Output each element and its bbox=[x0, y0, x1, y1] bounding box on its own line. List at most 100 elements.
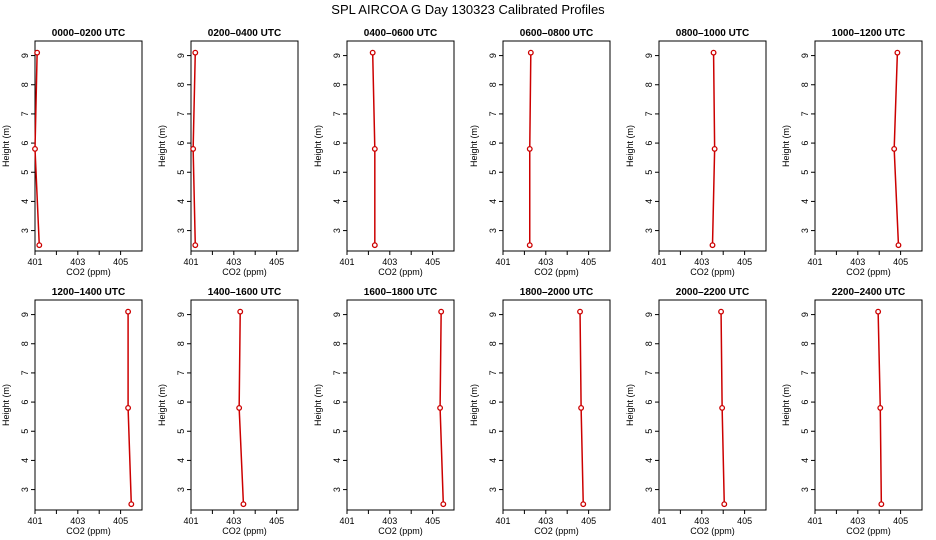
y-tick-label: 8 bbox=[20, 82, 30, 87]
x-tick-label: 403 bbox=[226, 257, 241, 267]
profile-panel: 2000–2200 UTC 401 403 405 3 4 5 6 7 8 9 CO2 (ppm) He… bbox=[625, 287, 767, 536]
x-axis-label: CO2 (ppm) bbox=[66, 526, 111, 536]
x-tick-label: 403 bbox=[694, 257, 709, 267]
x-tick-label: 405 bbox=[269, 257, 284, 267]
y-tick-label: 9 bbox=[644, 312, 654, 317]
x-tick-label: 401 bbox=[183, 257, 198, 267]
data-point bbox=[438, 308, 445, 315]
x-axis-label: CO2 (ppm) bbox=[534, 267, 579, 277]
y-tick-label: 4 bbox=[800, 199, 810, 204]
y-tick-label: 5 bbox=[800, 429, 810, 434]
x-tick-label: 405 bbox=[737, 516, 752, 526]
y-tick-label: 5 bbox=[800, 170, 810, 175]
y-tick-label: 4 bbox=[20, 458, 30, 463]
y-tick-label: 3 bbox=[176, 487, 186, 492]
plot-frame bbox=[502, 40, 611, 252]
x-tick-label: 401 bbox=[27, 516, 42, 526]
y-tick-label: 8 bbox=[332, 82, 342, 87]
profile-panel: 1800–2000 UTC 401 403 405 3 4 5 6 7 8 9 CO2 (ppm) He… bbox=[469, 287, 611, 536]
y-tick-label: 7 bbox=[176, 111, 186, 116]
x-axis-label: CO2 (ppm) bbox=[222, 526, 267, 536]
panel-title: 2000–2200 UTC bbox=[676, 287, 749, 298]
plot-frame bbox=[190, 40, 299, 252]
y-tick-label: 5 bbox=[332, 429, 342, 434]
y-tick-label: 5 bbox=[488, 170, 498, 175]
y-tick-label: 5 bbox=[332, 170, 342, 175]
data-point bbox=[526, 145, 533, 152]
y-axis-label: Height (m) bbox=[157, 384, 167, 426]
y-tick-label: 7 bbox=[488, 111, 498, 116]
x-axis-label: CO2 (ppm) bbox=[690, 267, 735, 277]
y-tick-label: 6 bbox=[644, 141, 654, 146]
x-tick-label: 403 bbox=[70, 516, 85, 526]
x-tick-label: 401 bbox=[339, 257, 354, 267]
data-point bbox=[32, 145, 38, 152]
y-axis-label: Height (m) bbox=[313, 384, 323, 426]
x-tick-label: 405 bbox=[581, 257, 596, 267]
data-point bbox=[721, 501, 728, 508]
x-tick-label: 403 bbox=[70, 257, 85, 267]
y-tick-label: 8 bbox=[20, 341, 30, 346]
y-tick-label: 8 bbox=[176, 82, 186, 87]
y-tick-label: 7 bbox=[176, 370, 186, 375]
y-tick-label: 8 bbox=[644, 82, 654, 87]
plot-frame bbox=[502, 299, 611, 511]
x-tick-label: 401 bbox=[495, 516, 510, 526]
plot-frame bbox=[814, 299, 923, 511]
panel-title: 1200–1400 UTC bbox=[52, 287, 125, 298]
data-point bbox=[437, 404, 444, 411]
y-tick-label: 6 bbox=[488, 141, 498, 146]
data-point bbox=[192, 242, 199, 249]
y-tick-label: 9 bbox=[20, 53, 30, 58]
plot-frame bbox=[346, 40, 455, 252]
y-tick-label: 9 bbox=[800, 312, 810, 317]
plot-frame bbox=[346, 299, 455, 511]
profile-panel: 0800–1000 UTC 401 403 405 3 4 5 6 7 8 9 CO2 (ppm) He… bbox=[625, 28, 767, 277]
y-tick-label: 6 bbox=[176, 400, 186, 405]
y-tick-label: 9 bbox=[488, 53, 498, 58]
profile-panel: 0200–0400 UTC 401 403 405 3 4 5 6 7 8 9 CO2 (ppm) He… bbox=[157, 28, 299, 277]
y-tick-label: 3 bbox=[332, 228, 342, 233]
x-axis-label: CO2 (ppm) bbox=[846, 526, 891, 536]
y-tick-label: 8 bbox=[644, 341, 654, 346]
y-tick-label: 9 bbox=[488, 312, 498, 317]
y-tick-label: 7 bbox=[20, 111, 30, 116]
y-tick-label: 9 bbox=[176, 312, 186, 317]
data-point bbox=[190, 145, 197, 152]
y-tick-label: 8 bbox=[488, 82, 498, 87]
y-tick-label: 6 bbox=[332, 400, 342, 405]
y-tick-label: 5 bbox=[644, 429, 654, 434]
y-tick-label: 6 bbox=[20, 141, 30, 146]
y-tick-label: 3 bbox=[332, 487, 342, 492]
y-axis-label: Height (m) bbox=[469, 125, 479, 167]
y-tick-label: 6 bbox=[488, 400, 498, 405]
y-tick-label: 7 bbox=[800, 370, 810, 375]
x-tick-label: 403 bbox=[382, 516, 397, 526]
y-tick-label: 3 bbox=[644, 228, 654, 233]
x-axis-label: CO2 (ppm) bbox=[378, 526, 423, 536]
data-point bbox=[719, 404, 726, 411]
data-point bbox=[878, 501, 885, 508]
x-tick-label: 401 bbox=[339, 516, 354, 526]
panel-title: 0400–0600 UTC bbox=[364, 28, 437, 39]
plot-frame bbox=[34, 40, 143, 252]
y-tick-label: 9 bbox=[800, 53, 810, 58]
y-tick-label: 6 bbox=[644, 400, 654, 405]
y-tick-label: 3 bbox=[488, 487, 498, 492]
y-tick-label: 8 bbox=[332, 341, 342, 346]
x-tick-label: 403 bbox=[850, 516, 865, 526]
y-tick-label: 6 bbox=[800, 400, 810, 405]
y-tick-label: 4 bbox=[488, 458, 498, 463]
y-tick-label: 3 bbox=[176, 228, 186, 233]
y-tick-label: 4 bbox=[800, 458, 810, 463]
data-point bbox=[718, 308, 725, 315]
profile-panel: 0400–0600 UTC 401 403 405 3 4 5 6 7 8 9 CO2 (ppm) He… bbox=[313, 28, 455, 277]
profile-panel: 1200–1400 UTC 401 403 405 3 4 5 6 7 8 9 CO2 (ppm) He… bbox=[1, 287, 143, 536]
profile-panel: 0000–0200 UTC 401 403 405 3 4 5 6 7 8 9 CO2 (ppm) He… bbox=[1, 28, 143, 277]
panel-title: 0200–0400 UTC bbox=[208, 28, 281, 39]
x-axis-label: CO2 (ppm) bbox=[222, 267, 267, 277]
x-tick-label: 403 bbox=[226, 516, 241, 526]
data-point bbox=[875, 308, 882, 315]
x-tick-label: 405 bbox=[581, 516, 596, 526]
